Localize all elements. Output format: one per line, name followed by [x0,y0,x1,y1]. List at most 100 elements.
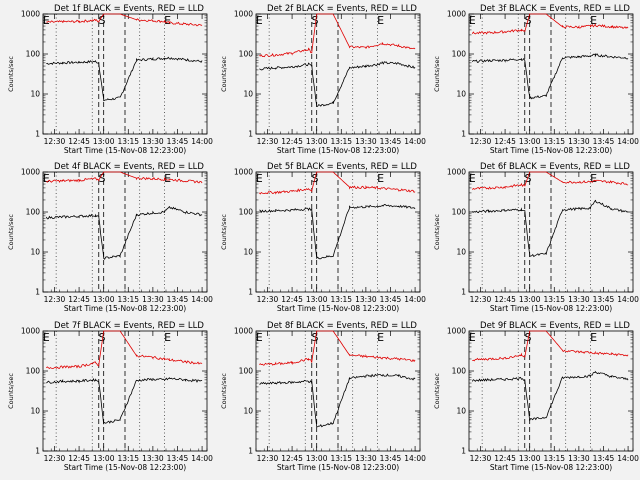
event-marker-e: E [590,172,597,185]
y-tick-label: 100 [452,50,467,59]
y-tick-label: 1 [35,130,40,139]
y-tick-label: 1 [248,288,253,297]
x-tick-label: 13:30 [568,137,590,146]
event-marker-s: S [99,14,106,27]
x-tick-label: 13:45 [593,454,615,463]
x-tick-label: 12:30 [257,137,279,146]
x-tick-label: 13:00 [93,137,115,146]
y-tick-label: 1000 [21,10,40,19]
x-tick-label: 12:30 [470,454,492,463]
series-events-line [471,370,629,422]
event-marker-e: E [590,14,597,27]
x-tick-label: 13:15 [117,137,139,146]
y-tick-label: 100 [26,208,41,217]
x-tick-label: 13:00 [519,295,541,304]
series-lld-line [46,171,203,184]
y-tick-label: 1000 [447,327,466,336]
series-events-line [472,199,629,258]
x-axis-label: Start Time (15-Nov-08 12:23:00) [277,304,399,313]
y-tick-label: 100 [452,367,467,376]
y-tick-label: 10 [243,90,253,99]
event-marker-e: E [164,331,171,344]
event-marker-e: E [43,331,50,344]
y-tick-label: 100 [239,208,254,217]
chart-title: Det 5f BLACK = Events, RED = LLD [267,162,417,172]
event-marker-e: E [590,331,597,344]
x-axis-label: Start Time (15-Nov-08 12:23:00) [277,463,399,472]
event-marker-e: E [164,172,171,185]
x-tick-label: 14:00 [191,137,213,146]
event-marker-e: E [469,14,476,27]
x-axis-label: Start Time (15-Nov-08 12:23:00) [490,146,612,155]
y-tick-label: 1 [35,288,40,297]
x-tick-label: 13:15 [330,137,352,146]
x-axis-label: Start Time (15-Nov-08 12:23:00) [277,146,399,155]
y-axis-label: Counts/sec [7,214,15,250]
y-tick-label: 1000 [234,327,253,336]
event-marker-e: E [377,331,384,344]
event-marker-e: E [377,172,384,185]
series-events-line [46,376,203,425]
chart-panel-8: Det 8f BLACK = Events, RED = LLD Counts/s… [220,321,426,472]
series-lld-line [259,13,416,58]
x-tick-label: 13:15 [543,454,565,463]
x-tick-label: 13:15 [330,454,352,463]
x-tick-label: 13:15 [543,137,565,146]
series-lld-line [46,13,203,27]
y-tick-label: 1000 [21,327,40,336]
series-lld-line [46,330,203,370]
y-tick-label: 10 [456,407,466,416]
y-tick-label: 100 [26,50,41,59]
series-lld-line [259,330,416,366]
x-tick-label: 13:30 [355,454,377,463]
event-marker-s: S [99,331,106,344]
series-events-line [259,60,416,107]
y-tick-label: 1000 [21,168,40,177]
event-marker-e: E [43,172,50,185]
x-tick-label: 12:45 [494,137,516,146]
y-tick-label: 100 [239,367,254,376]
x-tick-label: 13:45 [593,295,615,304]
x-tick-label: 12:30 [44,454,66,463]
x-tick-label: 13:30 [568,295,590,304]
y-tick-label: 1000 [234,168,253,177]
x-tick-label: 13:45 [167,295,189,304]
x-tick-label: 13:00 [519,137,541,146]
chart-title: Det 6f BLACK = Events, RED = LLD [480,162,630,172]
x-tick-label: 13:30 [355,137,377,146]
y-axis-label: Counts/sec [433,214,441,250]
chart-panel-3: Det 3f BLACK = Events, RED = LLD Counts/s… [433,4,639,155]
y-tick-label: 100 [239,50,254,59]
x-tick-label: 13:45 [380,454,402,463]
event-marker-e: E [256,14,263,27]
y-tick-label: 1000 [447,168,466,177]
x-tick-label: 12:30 [470,295,492,304]
event-marker-e: E [164,14,171,27]
x-tick-label: 13:00 [306,295,328,304]
x-tick-label: 12:30 [257,454,279,463]
x-tick-label: 13:30 [142,137,164,146]
x-tick-label: 13:45 [167,137,189,146]
y-axis-label: Counts/sec [220,56,228,92]
event-marker-s: S [525,331,532,344]
event-marker-e: E [377,14,384,27]
y-tick-label: 1000 [234,10,253,19]
y-tick-label: 100 [452,208,467,217]
x-tick-label: 13:30 [142,295,164,304]
event-marker-s: S [312,331,319,344]
x-axis-label: Start Time (15-Nov-08 12:23:00) [490,304,612,313]
chart-panel-4: Det 4f BLACK = Events, RED = LLD Counts/s… [7,162,213,313]
series-events-line [259,373,416,428]
x-tick-label: 12:45 [68,454,90,463]
chart-title: Det 9f BLACK = Events, RED = LLD [480,321,630,331]
y-tick-label: 1 [461,447,466,456]
x-axis-label: Start Time (15-Nov-08 12:23:00) [64,463,186,472]
x-tick-label: 14:00 [191,454,213,463]
y-tick-label: 10 [30,407,40,416]
x-tick-label: 12:45 [494,295,516,304]
event-marker-e: E [256,172,263,185]
event-marker-e: E [43,14,50,27]
x-tick-label: 12:30 [257,295,279,304]
x-tick-label: 13:00 [93,454,115,463]
x-tick-label: 13:00 [306,454,328,463]
